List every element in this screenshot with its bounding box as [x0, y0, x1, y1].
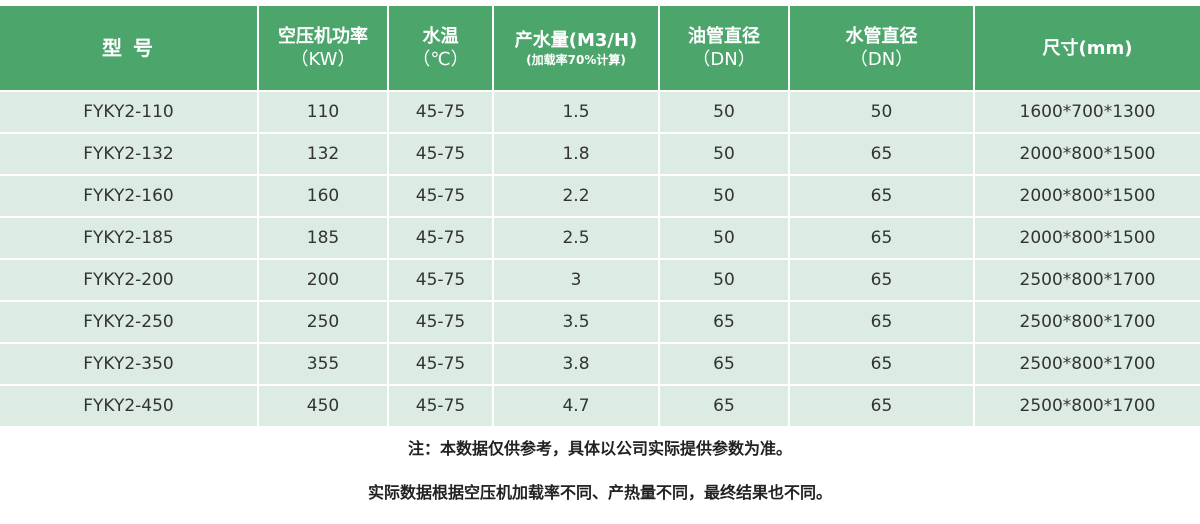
cell-size: 2000*800*1500 — [973, 174, 1200, 218]
cell-model: FYKY2-250 — [0, 300, 259, 344]
header-power-unit: （KW） — [290, 49, 356, 70]
cell-power: 250 — [257, 300, 389, 344]
cell-model: FYKY2-132 — [0, 132, 259, 176]
cell-water-pipe: 65 — [788, 384, 975, 428]
note-line-2: 实际数据根据空压机加载率不同、产热量不同，最终结果也不同。 — [367, 483, 832, 502]
cell-oil-pipe: 50 — [658, 258, 790, 302]
cell-water-pipe: 50 — [788, 90, 975, 134]
header-water-temp-title: 水温 — [422, 26, 459, 47]
header-output-note: (加载率70%计算) — [526, 52, 626, 67]
header-oil-pipe-title: 油管直径 — [688, 26, 760, 47]
header-power-title: 空压机功率 — [278, 26, 368, 47]
header-oil-pipe: 油管直径 （DN） — [658, 4, 790, 92]
cell-water-pipe: 65 — [788, 342, 975, 386]
cell-water-temp: 45-75 — [387, 90, 494, 134]
header-water-pipe-title: 水管直径 — [845, 26, 918, 47]
table-row: FYKY2-250 250 45-75 3.5 65 65 2500*800*1700 — [0, 300, 1200, 344]
cell-water-temp: 45-75 — [387, 174, 494, 218]
header-size: 尺寸(mm) — [973, 4, 1200, 92]
spec-table: 型 号 空压机功率 （KW） 水温 （℃） 产水量(M3/H) (加载率70%计算) … — [0, 4, 1200, 428]
header-oil-pipe-unit: （DN） — [692, 49, 756, 70]
cell-model: FYKY2-200 — [0, 258, 259, 302]
table-row: FYKY2-350 355 45-75 3.8 65 65 2500*800*1700 — [0, 342, 1200, 386]
cell-water-temp: 45-75 — [387, 342, 494, 386]
cell-power: 132 — [257, 132, 389, 176]
cell-oil-pipe: 50 — [658, 174, 790, 218]
cell-oil-pipe: 50 — [658, 216, 790, 260]
cell-water-pipe: 65 — [788, 174, 975, 218]
cell-size: 2500*800*1700 — [973, 384, 1200, 428]
notes: 注：本数据仅供参考，具体以公司实际提供参数为准。 实际数据根据空压机加载率不同、… — [0, 436, 1200, 524]
cell-size: 2000*800*1500 — [973, 132, 1200, 176]
cell-size: 2500*800*1700 — [973, 342, 1200, 386]
cell-water-temp: 45-75 — [387, 216, 494, 260]
cell-power: 185 — [257, 216, 389, 260]
header-power: 空压机功率 （KW） — [257, 4, 389, 92]
cell-oil-pipe: 50 — [658, 132, 790, 176]
cell-output: 2.2 — [492, 174, 660, 218]
table-row: FYKY2-185 185 45-75 2.5 50 65 2000*800*1500 — [0, 216, 1200, 260]
cell-oil-pipe: 65 — [658, 384, 790, 428]
cell-output: 2.5 — [492, 216, 660, 260]
cell-model: FYKY2-110 — [0, 90, 259, 134]
cell-output: 3.8 — [492, 342, 660, 386]
cell-size: 2500*800*1700 — [973, 258, 1200, 302]
table-row: FYKY2-160 160 45-75 2.2 50 65 2000*800*1500 — [0, 174, 1200, 218]
header-water-pipe-unit: （DN） — [849, 49, 914, 70]
cell-water-pipe: 65 — [788, 216, 975, 260]
header-output: 产水量(M3/H) (加载率70%计算) — [492, 4, 660, 92]
cell-water-pipe: 65 — [788, 132, 975, 176]
cell-water-pipe: 65 — [788, 258, 975, 302]
table-row: FYKY2-132 132 45-75 1.8 50 65 2000*800*1500 — [0, 132, 1200, 176]
table-row: FYKY2-450 450 45-75 4.7 65 65 2500*800*1700 — [0, 384, 1200, 428]
header-water-temp: 水温 （℃） — [387, 4, 494, 92]
header-water-temp-unit: （℃） — [412, 49, 469, 70]
cell-output: 1.5 — [492, 90, 660, 134]
cell-power: 450 — [257, 384, 389, 428]
header-model: 型 号 — [0, 4, 259, 92]
table-row: FYKY2-200 200 45-75 3 50 65 2500*800*1700 — [0, 258, 1200, 302]
cell-size: 1600*700*1300 — [973, 90, 1200, 134]
table-body: FYKY2-110 110 45-75 1.5 50 50 1600*700*1300 FYK… — [0, 90, 1200, 428]
cell-water-temp: 45-75 — [387, 258, 494, 302]
cell-power: 160 — [257, 174, 389, 218]
cell-model: FYKY2-450 — [0, 384, 259, 428]
cell-water-temp: 45-75 — [387, 300, 494, 344]
cell-water-temp: 45-75 — [387, 132, 494, 176]
cell-oil-pipe: 65 — [658, 300, 790, 344]
header-water-pipe: 水管直径 （DN） — [788, 4, 975, 92]
cell-model: FYKY2-160 — [0, 174, 259, 218]
cell-oil-pipe: 65 — [658, 342, 790, 386]
cell-power: 110 — [257, 90, 389, 134]
cell-model: FYKY2-185 — [0, 216, 259, 260]
cell-size: 2000*800*1500 — [973, 216, 1200, 260]
cell-size: 2500*800*1700 — [973, 300, 1200, 344]
cell-water-pipe: 65 — [788, 300, 975, 344]
cell-output: 1.8 — [492, 132, 660, 176]
header-row: 型 号 空压机功率 （KW） 水温 （℃） 产水量(M3/H) (加载率70%计算) … — [0, 4, 1200, 92]
cell-oil-pipe: 50 — [658, 90, 790, 134]
cell-model: FYKY2-350 — [0, 342, 259, 386]
cell-output: 4.7 — [492, 384, 660, 428]
cell-power: 355 — [257, 342, 389, 386]
cell-output: 3.5 — [492, 300, 660, 344]
table-row: FYKY2-110 110 45-75 1.5 50 50 1600*700*1300 — [0, 90, 1200, 134]
note-line-1: 注：本数据仅供参考，具体以公司实际提供参数为准。 — [407, 439, 792, 458]
cell-water-temp: 45-75 — [387, 384, 494, 428]
header-output-title: 产水量(M3/H) — [514, 29, 638, 51]
cell-output: 3 — [492, 258, 660, 302]
cell-power: 200 — [257, 258, 389, 302]
